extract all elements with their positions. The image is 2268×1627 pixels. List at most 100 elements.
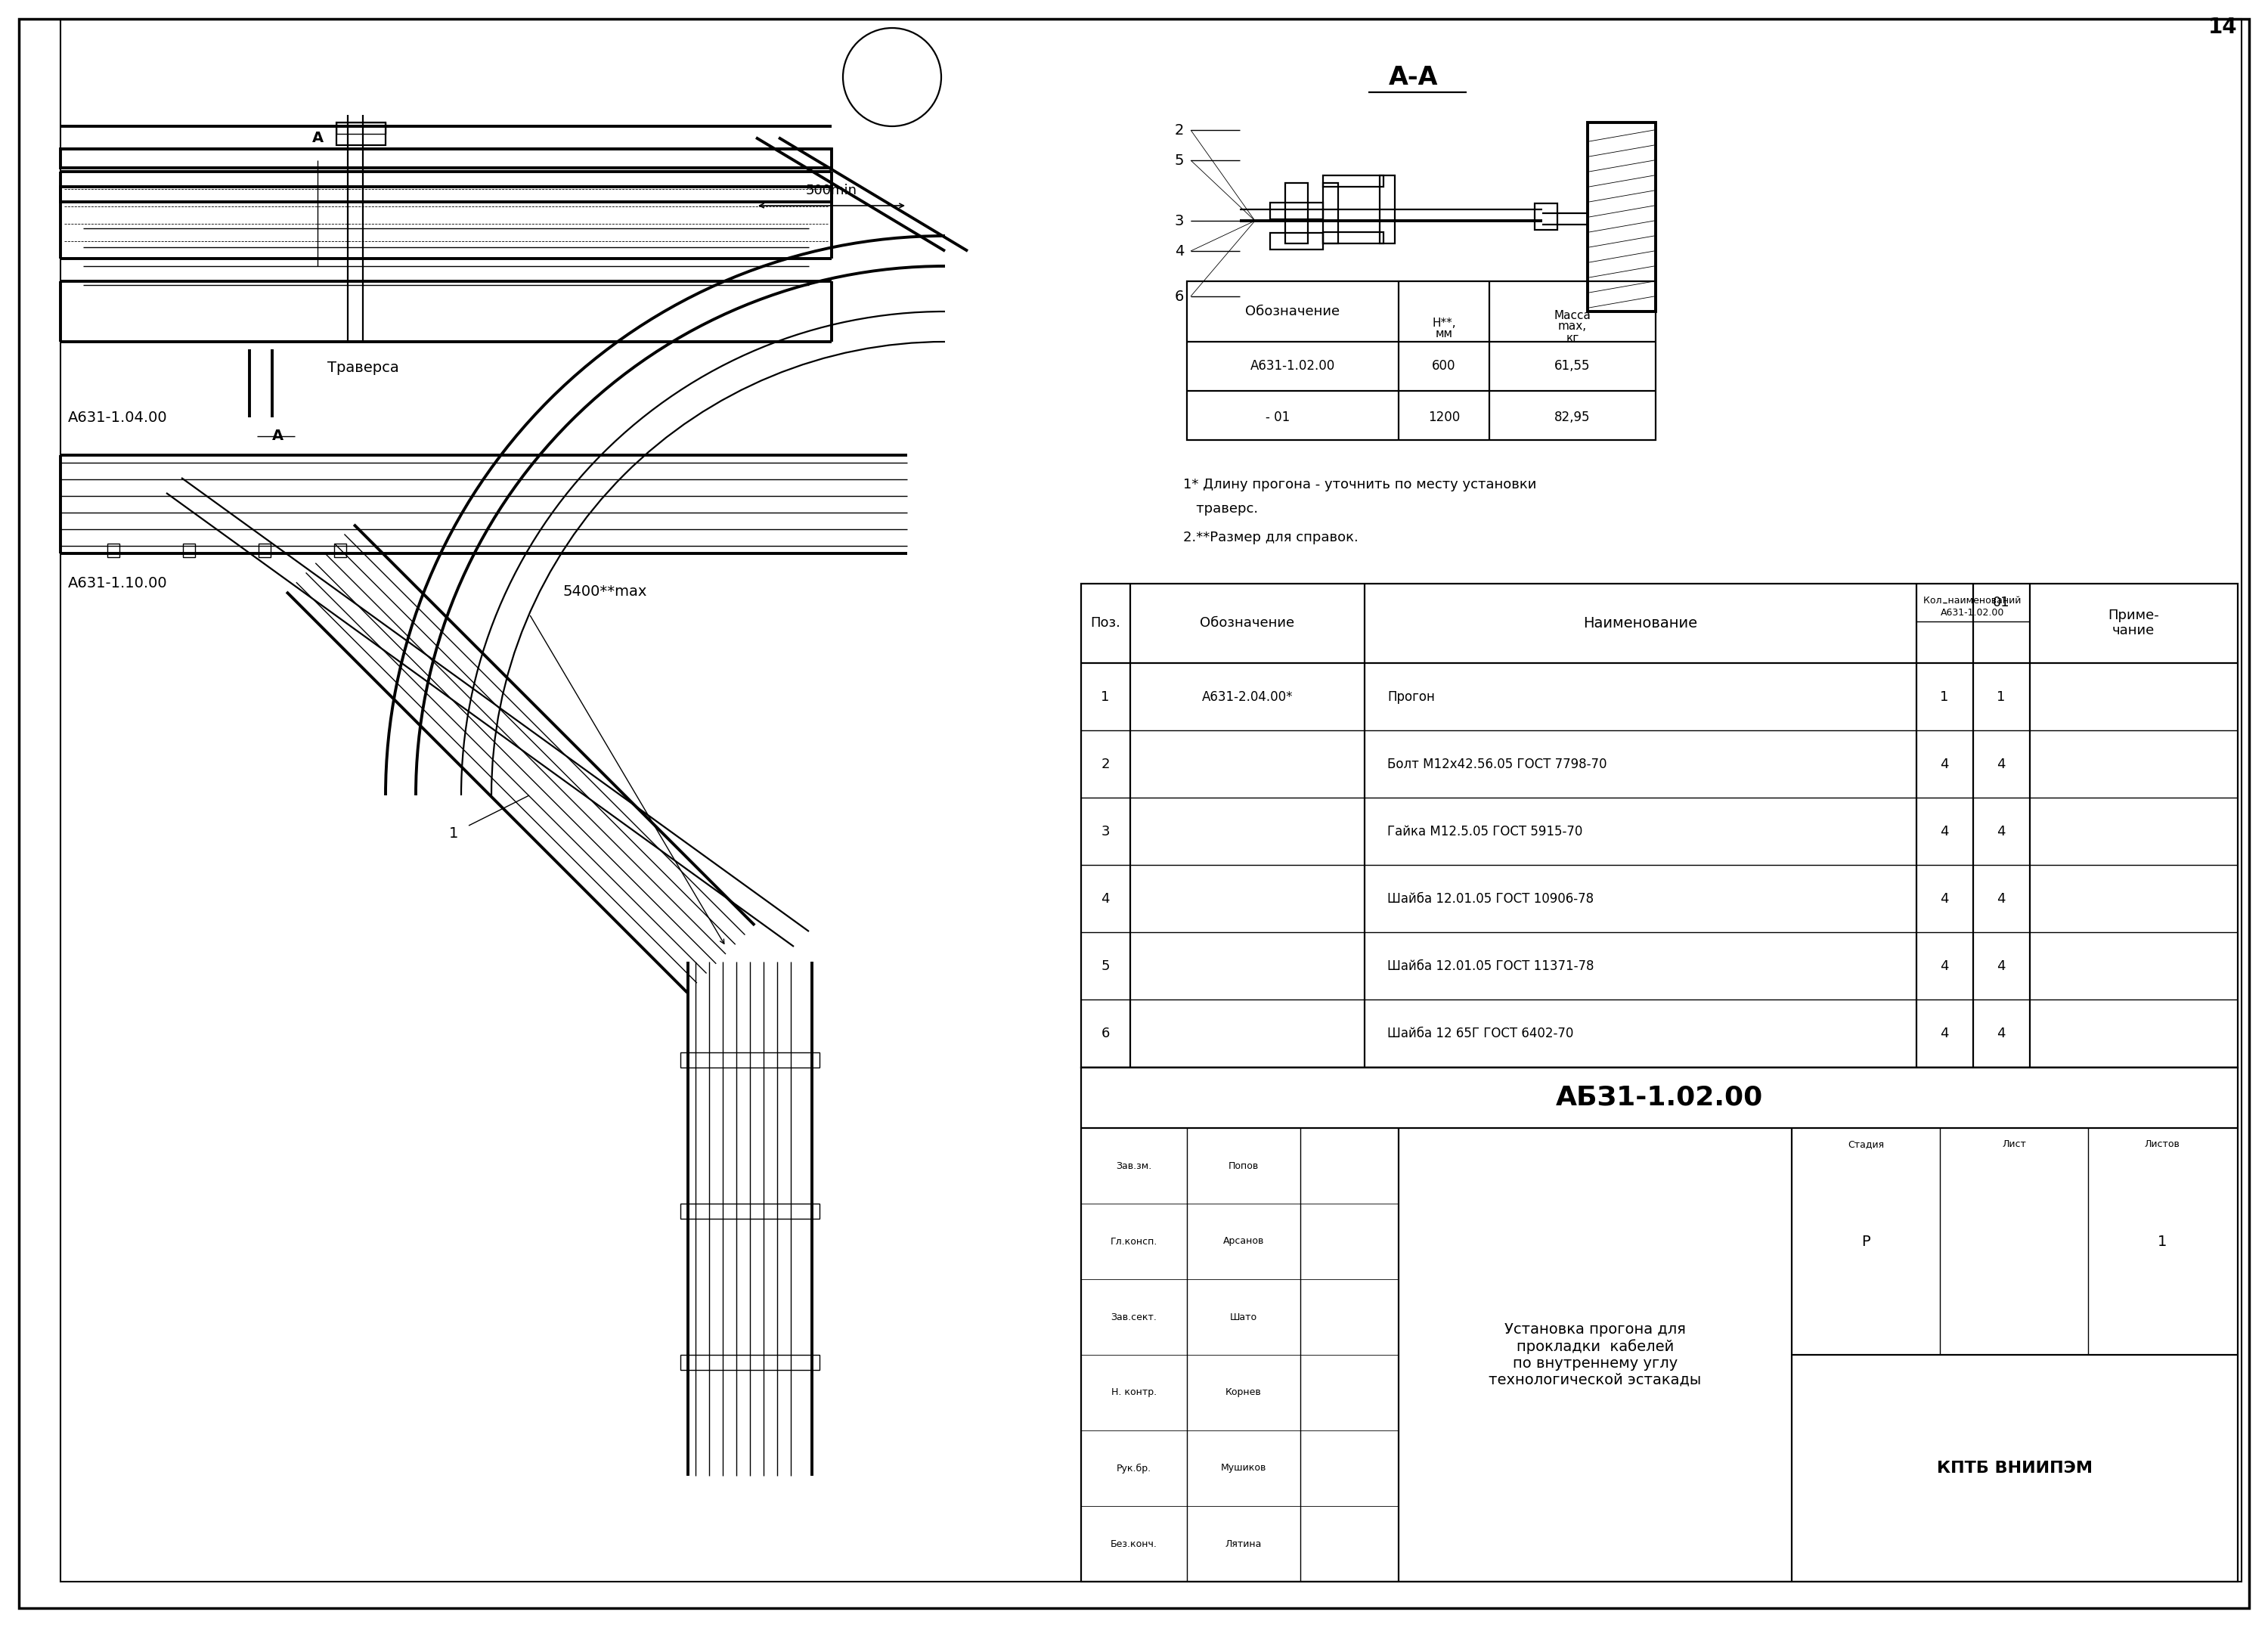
Text: 500min: 500min	[805, 184, 857, 197]
Text: Стадия: Стадия	[1848, 1139, 1885, 1149]
Text: 4: 4	[1939, 892, 1948, 906]
Text: А631-1.04.00: А631-1.04.00	[68, 410, 168, 425]
Text: 1: 1	[1996, 690, 2005, 704]
Text: Зав.зм.: Зав.зм.	[1116, 1162, 1152, 1171]
Text: 1: 1	[2157, 1235, 2166, 1248]
Text: мм: мм	[1436, 329, 1452, 340]
Text: 4: 4	[1996, 758, 2005, 771]
Bar	[680, 1355, 819, 1370]
Text: Р: Р	[1862, 1235, 1871, 1248]
Text: А-А: А-А	[1388, 65, 1438, 89]
Text: Корнев: Корнев	[1225, 1388, 1261, 1398]
Text: Н. контр.: Н. контр.	[1111, 1388, 1157, 1398]
Bar	[1186, 281, 1656, 439]
Text: 3: 3	[1175, 213, 1184, 228]
Bar	[259, 543, 270, 556]
Text: Зав.сект.: Зав.сект.	[1111, 1311, 1157, 1321]
Bar	[1082, 1067, 2239, 1581]
Text: 01: 01	[1994, 595, 2009, 610]
Bar	[1270, 203, 1322, 220]
Text: 4: 4	[1175, 244, 1184, 259]
Text: 14: 14	[2209, 16, 2239, 37]
Text: max,: max,	[1558, 321, 1588, 332]
Text: -: -	[1941, 595, 1946, 610]
Text: Шайба 12.01.05 ГОСТ 10906-78: Шайба 12.01.05 ГОСТ 10906-78	[1388, 892, 1594, 906]
Text: Мушиков: Мушиков	[1220, 1463, 1266, 1472]
Text: Лист: Лист	[2003, 1139, 2025, 1149]
Bar	[680, 1053, 819, 1067]
Text: Масса: Масса	[1554, 309, 1590, 321]
Text: траверс.: траверс.	[1184, 503, 1259, 516]
Text: 4: 4	[1939, 758, 1948, 771]
Text: 4: 4	[1996, 825, 2005, 838]
Text: 5400**max: 5400**max	[562, 584, 646, 599]
Text: 82,95: 82,95	[1554, 410, 1590, 425]
Text: 6: 6	[1100, 1027, 1109, 1040]
Text: 1200: 1200	[1429, 410, 1461, 425]
Text: Шайба 12.01.05 ГОСТ 11371-78: Шайба 12.01.05 ГОСТ 11371-78	[1388, 960, 1594, 973]
Text: 1* Длину прогона - уточнить по месту установки: 1* Длину прогона - уточнить по месту уст…	[1184, 478, 1535, 491]
Text: 2: 2	[1100, 758, 1109, 771]
Text: А631-1.02.00: А631-1.02.00	[1250, 360, 1336, 373]
Text: Арсанов: Арсанов	[1222, 1237, 1263, 1246]
Bar	[1535, 203, 1558, 229]
Text: 6: 6	[1175, 290, 1184, 304]
Text: Обозначение: Обозначение	[1245, 304, 1340, 319]
Bar	[336, 122, 386, 133]
Text: Поз.: Поз.	[1091, 617, 1120, 630]
Text: 4: 4	[1996, 1027, 2005, 1040]
Text: Наименование: Наименование	[1583, 615, 1699, 630]
Text: Гайка М12.5.05 ГОСТ 5915-70: Гайка М12.5.05 ГОСТ 5915-70	[1388, 825, 1583, 838]
Text: - 01: - 01	[1266, 410, 1290, 425]
Text: Гл.консп.: Гл.консп.	[1111, 1237, 1157, 1246]
Text: Приме-
чание: Приме- чание	[2107, 608, 2159, 638]
Bar	[1286, 182, 1309, 244]
Text: кг: кг	[1565, 332, 1579, 343]
Text: Обозначение: Обозначение	[1200, 617, 1295, 630]
Text: 4: 4	[1996, 960, 2005, 973]
Text: Установка прогона для
прокладки  кабелей
по внутреннему углу
технологической эст: Установка прогона для прокладки кабелей …	[1488, 1323, 1701, 1388]
Bar	[680, 1204, 819, 1219]
Text: Лятина: Лятина	[1225, 1539, 1261, 1549]
Bar	[1322, 182, 1338, 244]
Bar	[333, 543, 347, 556]
Bar	[107, 543, 120, 556]
Bar	[184, 543, 195, 556]
Text: 5: 5	[1100, 960, 1109, 973]
Text: Прогон: Прогон	[1388, 690, 1436, 704]
Text: 61,55: 61,55	[1554, 360, 1590, 373]
Text: 4: 4	[1996, 892, 2005, 906]
Text: 600: 600	[1431, 360, 1456, 373]
Text: А631-2.04.00*: А631-2.04.00*	[1202, 690, 1293, 704]
Bar	[1379, 176, 1395, 244]
Text: Рук.бр.: Рук.бр.	[1116, 1463, 1152, 1472]
Text: Без.конч.: Без.конч.	[1111, 1539, 1157, 1549]
Text: 4: 4	[1939, 825, 1948, 838]
Text: 1: 1	[1939, 690, 1948, 704]
Text: Болт М12х42.56.05 ГОСТ 7798-70: Болт М12х42.56.05 ГОСТ 7798-70	[1388, 758, 1606, 771]
Text: Листов: Листов	[2146, 1139, 2180, 1149]
Text: Кол. наименований: Кол. наименований	[1923, 595, 2021, 605]
Text: АБЗ1-1.02.00: АБЗ1-1.02.00	[1556, 1085, 1762, 1111]
Text: A: A	[311, 130, 324, 145]
Text: A: A	[272, 430, 284, 444]
Bar	[1588, 122, 1656, 311]
Text: H**,: H**,	[1431, 317, 1456, 329]
Text: 4: 4	[1100, 892, 1109, 906]
Text: А631-1.10.00: А631-1.10.00	[68, 576, 168, 591]
Bar	[1270, 233, 1322, 249]
Text: 1: 1	[1100, 690, 1109, 704]
Text: 4: 4	[1939, 1027, 1948, 1040]
Bar	[336, 122, 386, 145]
Text: 4: 4	[1939, 960, 1948, 973]
Bar	[61, 150, 832, 168]
Bar	[1082, 584, 2239, 1067]
Text: Попов: Попов	[1229, 1162, 1259, 1171]
Text: Шайба 12 65Г ГОСТ 6402-70: Шайба 12 65Г ГОСТ 6402-70	[1388, 1027, 1574, 1040]
Text: 2: 2	[1175, 124, 1184, 137]
Text: Шато: Шато	[1229, 1311, 1256, 1321]
Text: Траверса: Траверса	[327, 361, 399, 374]
Text: 1: 1	[449, 827, 458, 840]
Bar	[1322, 176, 1383, 187]
Text: 2.**Размер для справок.: 2.**Размер для справок.	[1184, 530, 1359, 545]
